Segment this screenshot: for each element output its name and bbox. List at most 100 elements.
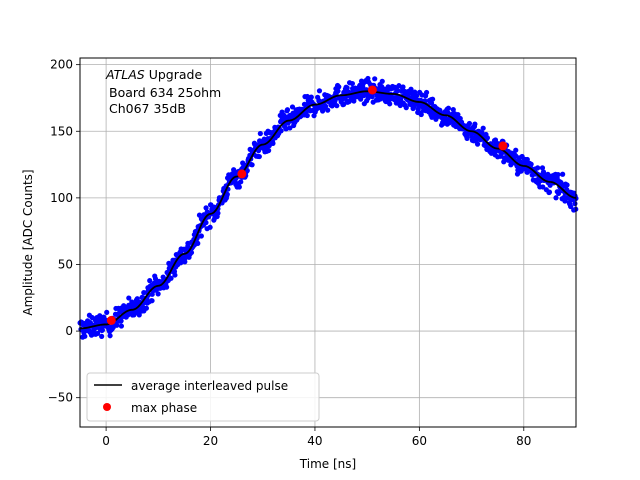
sample-point [256,153,262,160]
sample-point [513,147,519,153]
sample-point [455,112,461,118]
sample-point [369,94,375,100]
sample-point [568,203,574,210]
sample-point [236,184,242,190]
legend: average interleaved pulse max phase [86,372,320,422]
sample-point [553,195,559,201]
sample-point [564,182,570,188]
annotation-line-3: Ch067 35dB [109,101,186,116]
y-tick-label: −50 [48,391,73,405]
annotation-line-2: Board 634 25ohm [109,85,221,100]
y-tick-label: 150 [50,124,73,138]
sample-point [450,107,456,113]
sample-point [126,295,132,301]
sample-point [524,156,530,163]
x-tick-label: 20 [203,434,218,448]
x-tick-label: 80 [516,434,531,448]
sample-point [430,96,436,102]
sample-point [270,140,276,146]
sample-point [284,107,291,113]
sample-point [316,88,323,94]
annotation-atlas: ATLAS [105,67,145,82]
legend-box [86,372,320,422]
sample-point [423,89,430,96]
sample-point [215,210,221,216]
sample-point [322,103,329,109]
sample-point [118,318,124,324]
experiment-annotation: ATLAS Upgrade Board 634 25ohm Ch067 35dB [105,67,221,116]
sample-point [334,103,340,109]
sample-point [99,327,105,333]
sample-point [344,85,350,91]
sample-point [97,313,103,319]
x-tick-label: 40 [307,434,322,448]
legend-dot-marker [103,403,111,411]
sample-point [335,88,341,94]
max-phase-point [498,141,508,151]
sample-point [289,104,296,110]
plot-frame [79,57,577,428]
sample-point [555,171,561,178]
sample-point [535,165,541,171]
sample-point [379,78,385,84]
sample-point [304,112,310,119]
y-axis-ticks: −50 0 50 100 150 200 [48,58,80,405]
sample-point [372,76,378,82]
sample-point [114,322,120,328]
y-axis-label: Amplitude [ADC Counts] [21,169,35,315]
sample-point [155,291,161,297]
sample-point [224,191,230,197]
sample-point [413,93,420,99]
sample-point [545,171,551,177]
annotation-line-1: ATLAS Upgrade [105,67,202,82]
sample-point [182,259,188,265]
sample-point [278,128,284,134]
x-tick-label: 60 [412,434,427,448]
sample-point [464,135,470,142]
sample-point [395,88,401,94]
sample-point [266,147,272,154]
sample-point [134,296,140,302]
sample-point [198,233,204,239]
sample-point [400,84,406,90]
sample-point [104,309,110,315]
sample-point [249,162,255,168]
sample-point [136,312,142,318]
y-tick-label: 50 [58,257,73,271]
sample-point [546,189,553,195]
sample-point [540,184,546,190]
sample-point [474,141,481,147]
sample-point [172,272,178,278]
sample-point [238,179,244,185]
annotation-upgrade: Upgrade [145,67,203,82]
max-phase-point [106,315,116,325]
sample-point [257,130,263,137]
sample-point [94,330,101,336]
x-axis-label: Time [ns] [299,457,356,471]
sample-point [168,275,174,281]
sample-point [560,171,566,177]
sample-point [188,249,195,256]
average-pulse-line [79,90,577,330]
y-tick-label: 100 [50,191,73,205]
sample-point [143,305,149,311]
sample-point [387,101,393,107]
sample-point [99,333,105,339]
x-axis-ticks: 0 20 40 60 80 [102,427,531,448]
sample-point [195,240,201,246]
sample-point [147,278,153,284]
sample-point [480,125,486,131]
sample-point [341,101,347,107]
sample-point [445,105,452,111]
sample-point [349,80,356,87]
sample-point [332,97,338,103]
sample-point [149,298,155,304]
sample-point [82,333,88,339]
sample-point [107,333,113,339]
max-phase-point [237,169,247,179]
legend-label-max-phase: max phase [131,401,197,415]
sample-point [572,201,578,207]
sample-point [325,107,331,113]
sample-point [336,84,342,90]
